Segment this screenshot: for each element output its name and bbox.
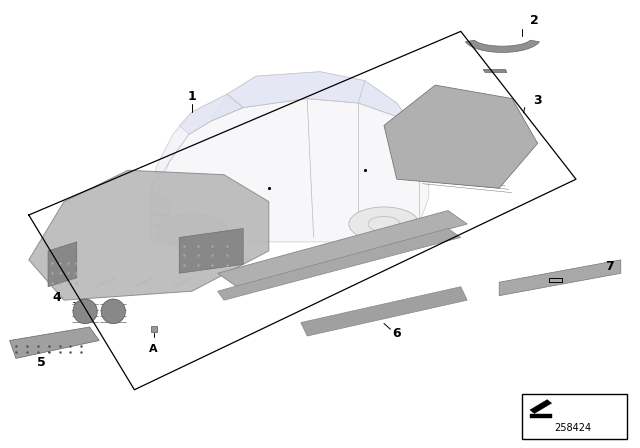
Polygon shape [227,72,365,108]
Text: 3: 3 [533,94,542,108]
Polygon shape [211,72,419,134]
Ellipse shape [101,299,125,323]
Polygon shape [530,400,552,414]
Ellipse shape [157,214,227,248]
Ellipse shape [349,207,419,241]
Polygon shape [29,170,269,300]
Polygon shape [301,287,467,336]
Ellipse shape [73,299,97,323]
Polygon shape [150,94,243,193]
Text: 6: 6 [392,327,401,340]
Text: 7: 7 [605,260,614,273]
Text: 1: 1 [188,90,196,103]
Text: 258424: 258424 [554,423,591,433]
Text: 2: 2 [530,13,539,27]
Polygon shape [10,327,99,358]
Polygon shape [150,99,429,242]
Text: A: A [149,344,158,353]
Polygon shape [358,81,419,134]
Polygon shape [150,193,170,242]
Polygon shape [465,40,540,52]
Polygon shape [384,85,538,188]
Polygon shape [48,242,77,287]
Polygon shape [530,414,552,418]
Text: 4: 4 [52,291,61,305]
Polygon shape [179,94,243,134]
Polygon shape [218,228,461,300]
Polygon shape [483,69,507,73]
Polygon shape [218,211,467,287]
FancyBboxPatch shape [522,394,627,439]
Polygon shape [179,228,243,273]
Polygon shape [499,260,621,296]
Text: 5: 5 [37,356,46,369]
